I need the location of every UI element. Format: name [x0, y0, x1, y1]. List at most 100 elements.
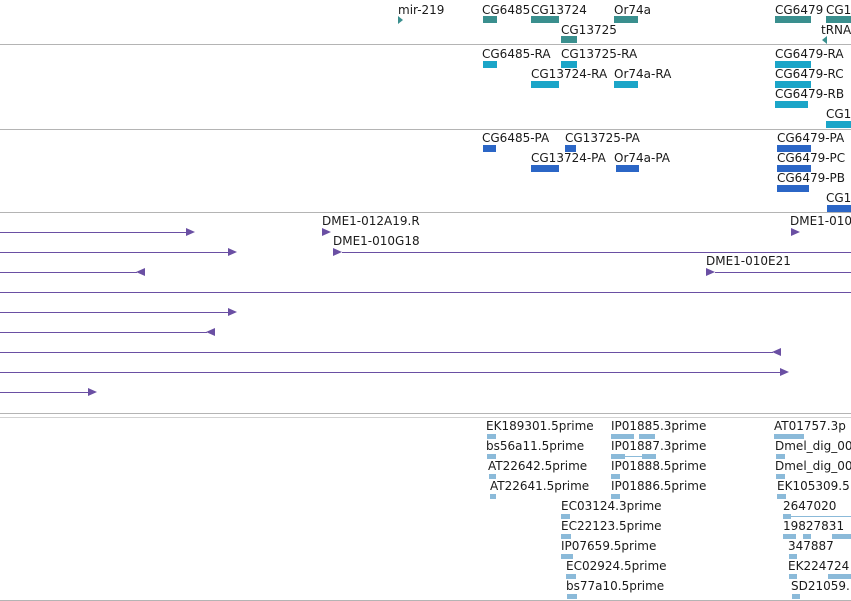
gene-label[interactable]: CG6479: [775, 3, 824, 17]
protein-label[interactable]: CG6479-PC: [777, 151, 846, 165]
transcript-label[interactable]: CG6485-RA: [482, 47, 551, 61]
protein-glyph[interactable]: [777, 185, 809, 192]
est-glyph[interactable]: [803, 534, 811, 539]
est-label[interactable]: 19827831: [783, 519, 845, 533]
clone-end[interactable]: [333, 248, 342, 256]
clone-line[interactable]: [0, 272, 137, 273]
clone-label[interactable]: DME1-010E21: [706, 254, 791, 268]
est-glyph[interactable]: [566, 574, 576, 579]
est-glyph[interactable]: [561, 554, 573, 559]
est-label[interactable]: EC02924.5prime: [566, 559, 667, 573]
transcript-label[interactable]: Or74a-RA: [614, 67, 672, 81]
transcript-label[interactable]: CG13725-RA: [561, 47, 638, 61]
est-glyph[interactable]: [789, 574, 797, 579]
clone-line[interactable]: [715, 272, 851, 273]
est-glyph[interactable]: [611, 454, 625, 459]
transcript-glyph[interactable]: [826, 121, 851, 128]
gene-label[interactable]: CG1: [826, 3, 851, 17]
transcript-label[interactable]: CG6479-RA: [775, 47, 844, 61]
est-glyph[interactable]: [776, 454, 785, 459]
est-glyph[interactable]: [490, 494, 496, 499]
est-glyph[interactable]: [789, 554, 797, 559]
transcript-label[interactable]: CG6479-RC: [775, 67, 844, 81]
protein-label[interactable]: CG1: [826, 191, 851, 205]
est-glyph[interactable]: [783, 514, 791, 519]
transcript-label[interactable]: CG6479-RB: [775, 87, 845, 101]
est-label[interactable]: Dmel_dig_00: [775, 459, 851, 473]
est-glyph[interactable]: [561, 514, 570, 519]
protein-label[interactable]: Or74a-PA: [614, 151, 671, 165]
clone-end[interactable]: [706, 268, 715, 276]
est-glyph[interactable]: [832, 534, 851, 539]
clone-end[interactable]: [228, 308, 237, 316]
gene-glyph[interactable]: [483, 16, 497, 23]
est-label[interactable]: IP01888.5prime: [611, 459, 707, 473]
est-label[interactable]: IP01887.3prime: [611, 439, 707, 453]
est-glyph[interactable]: [487, 454, 496, 459]
clone-label[interactable]: DME1-010: [790, 214, 851, 228]
gene-glyph[interactable]: [614, 16, 638, 23]
clone-line[interactable]: [0, 292, 851, 293]
gene-glyph[interactable]: [826, 16, 851, 23]
clone-line[interactable]: [0, 312, 228, 313]
gene-label[interactable]: mir-219: [398, 3, 445, 17]
clone-end[interactable]: [791, 228, 800, 236]
est-glyph[interactable]: [611, 494, 620, 499]
transcript-label[interactable]: CG1: [826, 107, 851, 121]
clone-end[interactable]: [772, 348, 781, 356]
transcript-glyph[interactable]: [775, 61, 811, 68]
clone-label[interactable]: DME1-012A19.R: [322, 214, 420, 228]
clone-end[interactable]: [322, 228, 331, 236]
est-glyph[interactable]: [611, 474, 620, 479]
transcript-label[interactable]: CG13724-RA: [531, 67, 608, 81]
gene-label[interactable]: CG13724: [531, 3, 587, 17]
est-label[interactable]: AT22642.5prime: [488, 459, 588, 473]
clone-end[interactable]: [780, 368, 789, 376]
gene-glyph[interactable]: [398, 16, 403, 24]
est-label[interactable]: 347887: [788, 539, 834, 553]
est-glyph[interactable]: [489, 474, 496, 479]
est-label[interactable]: AT01757.3p: [774, 419, 846, 433]
est-glyph[interactable]: [774, 434, 804, 439]
est-glyph[interactable]: [776, 474, 785, 479]
est-glyph[interactable]: [487, 434, 496, 439]
est-label[interactable]: EC22123.5prime: [561, 519, 662, 533]
est-label[interactable]: EK189301.5prime: [486, 419, 594, 433]
est-label[interactable]: SD21059.: [791, 579, 850, 593]
est-label[interactable]: AT22641.5prime: [490, 479, 590, 493]
clone-line[interactable]: [0, 352, 773, 353]
est-glyph[interactable]: [828, 574, 851, 579]
gene-glyph[interactable]: [561, 36, 577, 43]
clone-line[interactable]: [0, 372, 780, 373]
clone-line[interactable]: [0, 252, 228, 253]
clone-line[interactable]: [0, 392, 88, 393]
est-glyph[interactable]: [792, 594, 800, 599]
est-label[interactable]: IP01886.5prime: [611, 479, 707, 493]
protein-label[interactable]: CG6485-PA: [482, 131, 550, 145]
clone-line[interactable]: [0, 332, 207, 333]
transcript-glyph[interactable]: [483, 61, 497, 68]
protein-glyph[interactable]: [483, 145, 496, 152]
protein-glyph[interactable]: [616, 165, 639, 172]
protein-label[interactable]: CG6479-PA: [777, 131, 845, 145]
gene-label[interactable]: CG13725: [561, 23, 617, 37]
protein-label[interactable]: CG6479-PB: [777, 171, 846, 185]
protein-label[interactable]: CG13725-PA: [565, 131, 640, 145]
protein-glyph[interactable]: [777, 165, 811, 172]
est-label[interactable]: IP07659.5prime: [561, 539, 657, 553]
est-glyph[interactable]: [777, 494, 786, 499]
gene-glyph[interactable]: [822, 36, 827, 44]
est-glyph[interactable]: [639, 434, 655, 439]
est-label[interactable]: bs77a10.5prime: [566, 579, 665, 593]
clone-end[interactable]: [136, 268, 145, 276]
gene-glyph[interactable]: [775, 16, 811, 23]
est-label[interactable]: EK224724: [788, 559, 850, 573]
est-label[interactable]: bs56a11.5prime: [486, 439, 585, 453]
est-glyph[interactable]: [642, 454, 656, 459]
gene-label[interactable]: Or74a: [614, 3, 652, 17]
est-glyph[interactable]: [561, 534, 571, 539]
transcript-glyph[interactable]: [614, 81, 638, 88]
transcript-glyph[interactable]: [775, 101, 808, 108]
protein-glyph[interactable]: [777, 145, 811, 152]
est-label[interactable]: EK105309.5: [777, 479, 850, 493]
